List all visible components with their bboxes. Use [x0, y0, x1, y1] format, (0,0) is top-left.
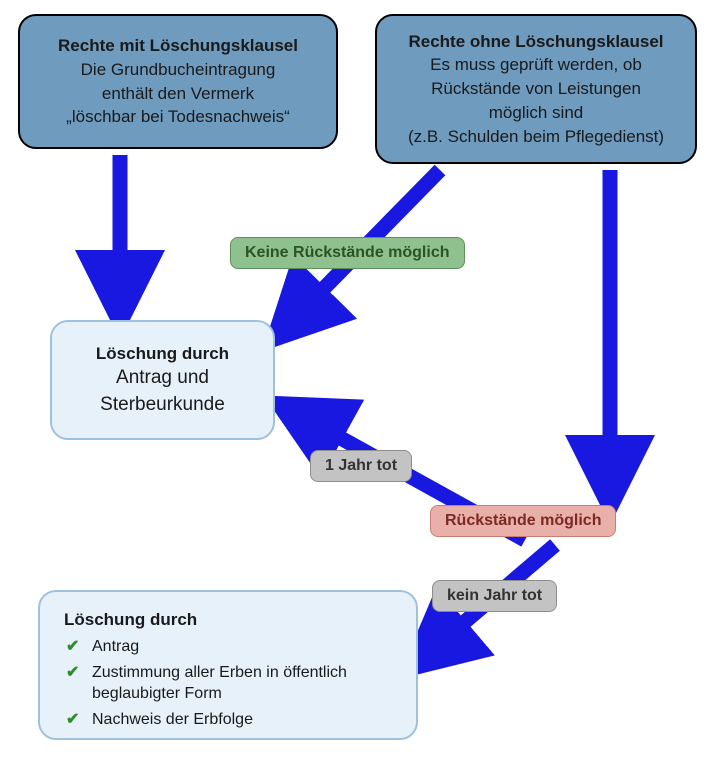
node-body-line: möglich sind: [489, 101, 584, 125]
pill-keine-rueckstaende: Keine Rückstände möglich: [230, 237, 465, 269]
node-ohne-klausel: Rechte ohne Löschungsklausel Es muss gep…: [375, 14, 697, 164]
node-body-line: „löschbar bei Todesnachweis“: [66, 105, 290, 129]
pill-label: Rückstände möglich: [445, 512, 601, 530]
pill-label: Keine Rückstände möglich: [245, 244, 450, 262]
node-title: Löschung durch: [64, 610, 392, 630]
node-loeschung-antrag: Löschung durch Antrag und Sterbeurkunde: [50, 320, 275, 440]
node-body-line: (z.B. Schulden beim Pflegedienst): [408, 125, 664, 149]
node-mit-klausel: Rechte mit Löschungsklausel Die Grundbuc…: [18, 14, 338, 149]
node-body-line: Antrag und: [116, 365, 209, 392]
node-title: Rechte ohne Löschungsklausel: [408, 30, 663, 54]
pill-label: 1 Jahr tot: [325, 457, 397, 475]
node-body-line: Die Grundbucheintragung: [81, 58, 276, 82]
node-body-line: Rückstände von Leistungen: [431, 77, 641, 101]
node-body-line: Es muss geprüft werden, ob: [430, 53, 642, 77]
checklist-item: Antrag: [92, 636, 392, 658]
node-body-line: enthält den Vermerk: [102, 82, 254, 106]
pill-kein-jahr-tot: kein Jahr tot: [432, 580, 557, 612]
pill-label: kein Jahr tot: [447, 587, 542, 605]
node-title: Rechte mit Löschungsklausel: [58, 34, 298, 58]
checklist-item: Nachweis der Erbfolge: [92, 709, 392, 731]
node-loeschung-liste: Löschung durch Antrag Zustimmung aller Er…: [38, 590, 418, 740]
node-title: Löschung durch: [96, 342, 229, 366]
checklist-item: Zustimmung aller Erben in öffentlich beg…: [92, 662, 392, 705]
node-body-line: Sterbeurkunde: [100, 392, 225, 419]
pill-1-jahr-tot: 1 Jahr tot: [310, 450, 412, 482]
checklist: Antrag Zustimmung aller Erben in öffentli…: [64, 636, 392, 730]
pill-rueckstaende-moeglich: Rückstände möglich: [430, 505, 616, 537]
